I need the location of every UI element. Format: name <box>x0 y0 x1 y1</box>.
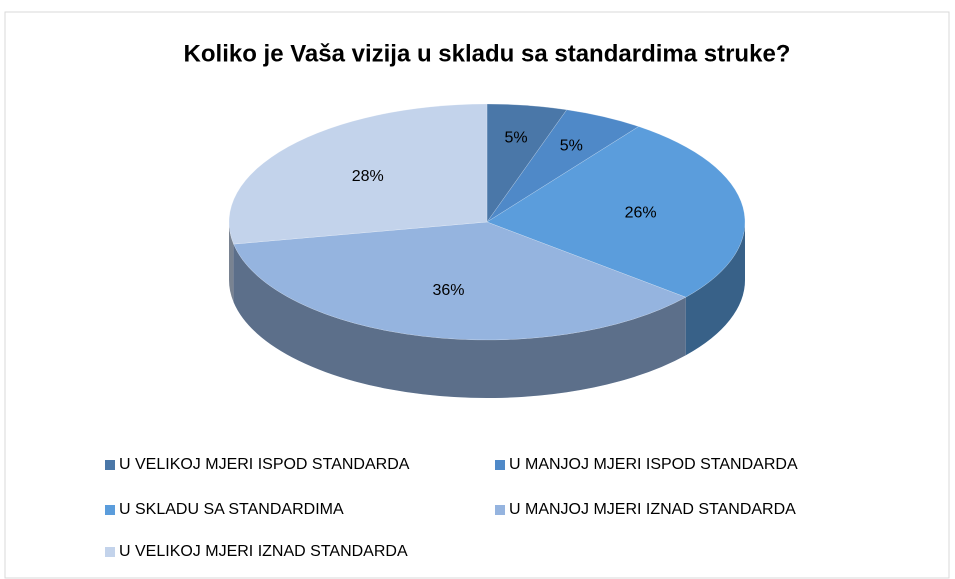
slice <box>228 103 488 245</box>
slice-side <box>233 244 686 399</box>
data-label: 5% <box>504 129 527 146</box>
legend-label: U SKLADU SA STANDARDIMA <box>119 501 344 518</box>
legend-label: U MANJOJ MJERI ISPOD STANDARDA <box>509 456 798 473</box>
data-label: 28% <box>352 168 384 185</box>
chart-title: Koliko je Vaša vizija u skladu sa standa… <box>184 40 791 67</box>
legend-swatch <box>495 460 505 470</box>
slice <box>486 126 746 298</box>
slice-side-shade <box>233 244 686 399</box>
legend-swatch <box>495 505 505 515</box>
legend-swatch <box>105 505 115 515</box>
slice-side-shade <box>685 222 745 356</box>
data-label: 36% <box>432 282 464 299</box>
slice-side <box>685 222 745 356</box>
slice <box>233 221 687 341</box>
slice <box>486 109 640 223</box>
legend-label: U VELIKOJ MJERI ISPOD STANDARDA <box>119 456 410 473</box>
slice <box>486 103 568 223</box>
slice-side <box>229 222 234 303</box>
data-label: 26% <box>625 204 657 221</box>
legend-swatch <box>105 460 115 470</box>
data-label: 5% <box>560 138 583 155</box>
legend-label: U MANJOJ MJERI IZNAD STANDARDA <box>509 501 796 518</box>
legend-swatch <box>105 547 115 557</box>
slice-side-shade <box>229 222 234 303</box>
legend-label: U VELIKOJ MJERI IZNAD STANDARDA <box>119 543 408 560</box>
